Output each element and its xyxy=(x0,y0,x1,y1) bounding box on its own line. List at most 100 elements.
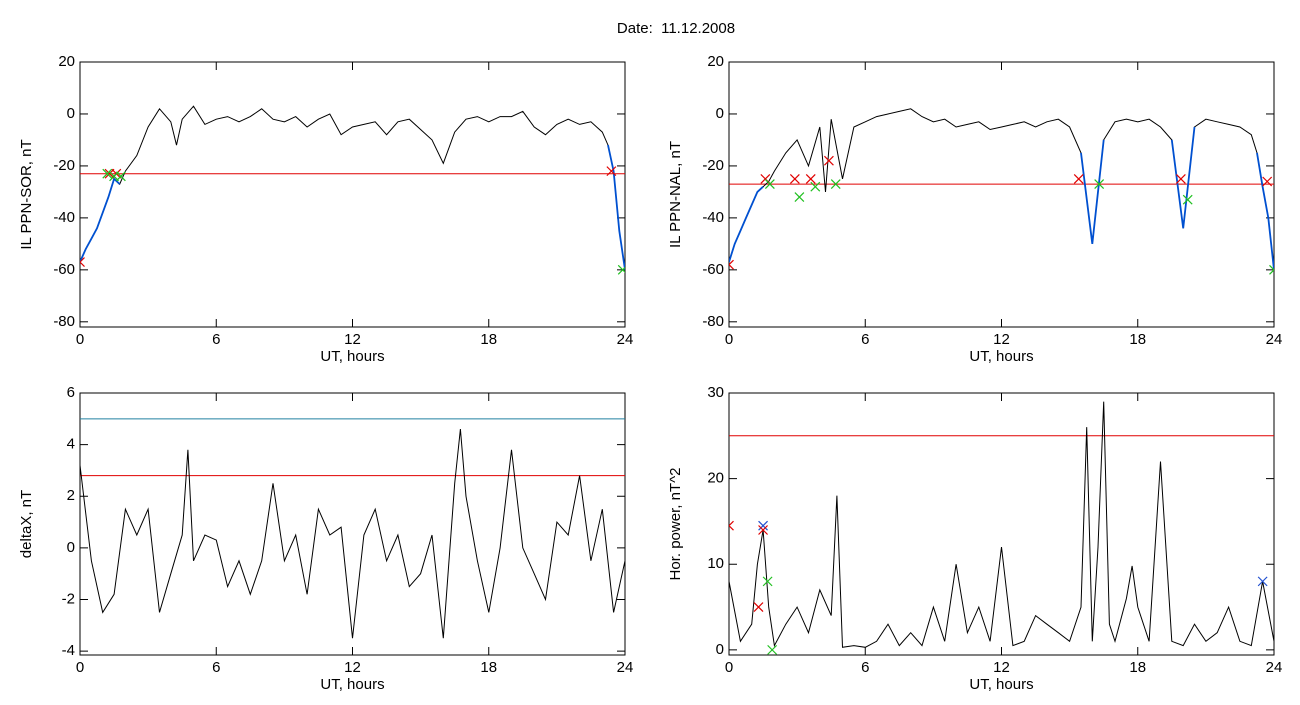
y-tick-label: 30 xyxy=(707,384,724,401)
y-tick-label: 0 xyxy=(67,105,75,122)
cross-stroke xyxy=(1262,176,1273,187)
y-tick-label: 10 xyxy=(707,555,724,572)
x-tick-label: 0 xyxy=(76,331,84,348)
data-line xyxy=(729,126,1274,270)
cross-marker xyxy=(1269,264,1274,275)
y-tick-label: -60 xyxy=(702,261,724,278)
data-line xyxy=(80,429,625,639)
cross-stroke xyxy=(794,192,805,203)
cross-marker xyxy=(115,171,126,182)
cross-marker xyxy=(729,259,734,270)
plot-area xyxy=(729,401,1274,655)
plot-frame xyxy=(728,61,1275,328)
cross-stroke xyxy=(1257,576,1268,587)
cross-stroke xyxy=(767,644,778,655)
cross-marker xyxy=(1073,173,1084,184)
cross-stroke xyxy=(789,173,800,184)
y-axis-label: IL PPN-NAL, nT xyxy=(667,141,684,248)
panel: 0 6 12 18 24 0 10 20 30 UT, hours Hor. power, nT^2 xyxy=(667,384,1282,693)
y-tick-label: 20 xyxy=(58,53,75,70)
cross-stroke xyxy=(762,576,773,587)
cross-stroke xyxy=(80,261,85,267)
cross-stroke xyxy=(729,520,734,527)
y-tick-label: 20 xyxy=(707,470,724,487)
cross-marker xyxy=(102,168,113,179)
y-tick-label: -40 xyxy=(53,209,75,226)
x-tick-label: 12 xyxy=(344,659,361,676)
cross-stroke xyxy=(805,173,816,184)
cross-stroke xyxy=(729,263,734,270)
x-tick-label: 0 xyxy=(76,659,84,676)
cross-marker xyxy=(1262,176,1273,187)
cross-marker xyxy=(830,179,841,190)
x-tick-label: 6 xyxy=(861,331,869,348)
cross-marker xyxy=(758,520,768,531)
y-tick-label: -4 xyxy=(62,642,75,659)
cross-marker xyxy=(1182,194,1193,205)
y-tick-label: 0 xyxy=(716,641,724,658)
x-tick-label: 6 xyxy=(212,331,220,348)
x-tick-label: 24 xyxy=(1266,331,1283,348)
plot-frame xyxy=(728,392,1275,656)
cross-marker xyxy=(764,179,775,190)
cross-marker xyxy=(794,192,805,203)
x-tick-label: 18 xyxy=(480,331,497,348)
cross-stroke xyxy=(753,602,764,612)
cross-marker xyxy=(762,576,773,587)
x-tick-label: 24 xyxy=(617,331,634,348)
y-tick-label: 2 xyxy=(67,487,75,504)
cross-stroke xyxy=(80,257,85,263)
cross-marker xyxy=(729,520,734,531)
y-tick-label: -40 xyxy=(702,209,724,226)
x-tick-label: 12 xyxy=(993,659,1010,676)
y-tick-label: 4 xyxy=(67,436,75,453)
y-tick-label: -60 xyxy=(53,261,75,278)
y-tick-label: 0 xyxy=(716,105,724,122)
cross-stroke xyxy=(823,155,834,166)
x-tick-label: 12 xyxy=(344,331,361,348)
x-axis-label: UT, hours xyxy=(969,676,1033,693)
y-tick-label: -80 xyxy=(702,313,724,330)
x-tick-label: 24 xyxy=(1266,659,1283,676)
y-tick-label: -2 xyxy=(62,590,75,607)
cross-marker xyxy=(810,181,821,192)
cross-stroke xyxy=(1094,179,1105,190)
x-tick-label: 0 xyxy=(725,659,733,676)
cross-marker xyxy=(1175,173,1186,184)
cross-marker xyxy=(767,644,778,655)
cross-marker xyxy=(1094,179,1105,190)
x-tick-label: 6 xyxy=(861,659,869,676)
cross-stroke xyxy=(764,179,775,190)
data-line xyxy=(729,401,1274,648)
x-tick-label: 18 xyxy=(1129,659,1146,676)
cross-stroke xyxy=(617,266,625,275)
x-tick-label: 18 xyxy=(1129,331,1146,348)
cross-stroke xyxy=(1073,173,1084,184)
cross-marker xyxy=(80,257,85,267)
y-axis-label: deltaX, nT xyxy=(18,490,35,558)
y-tick-label: 0 xyxy=(67,539,75,556)
cross-stroke xyxy=(115,171,126,182)
cross-stroke xyxy=(830,179,841,190)
y-axis-label: IL PPN-SOR, nT xyxy=(18,139,35,249)
cross-stroke xyxy=(760,173,771,184)
cross-marker xyxy=(789,173,800,184)
data-line xyxy=(80,144,625,270)
x-axis-label: UT, hours xyxy=(320,348,384,365)
cross-marker xyxy=(758,525,768,535)
y-tick-label: -80 xyxy=(53,313,75,330)
y-axis-label: Hor. power, nT^2 xyxy=(667,468,684,581)
plot-area xyxy=(729,108,1274,275)
cross-stroke xyxy=(606,166,617,177)
data-line xyxy=(80,105,625,270)
x-axis-label: UT, hours xyxy=(320,676,384,693)
cross-stroke xyxy=(758,520,768,531)
cross-marker xyxy=(805,173,816,184)
y-tick-label: 6 xyxy=(67,384,75,401)
y-tick-label: 20 xyxy=(707,53,724,70)
cross-marker xyxy=(753,602,764,612)
y-tick-label: -20 xyxy=(702,157,724,174)
cross-stroke xyxy=(1269,268,1274,275)
